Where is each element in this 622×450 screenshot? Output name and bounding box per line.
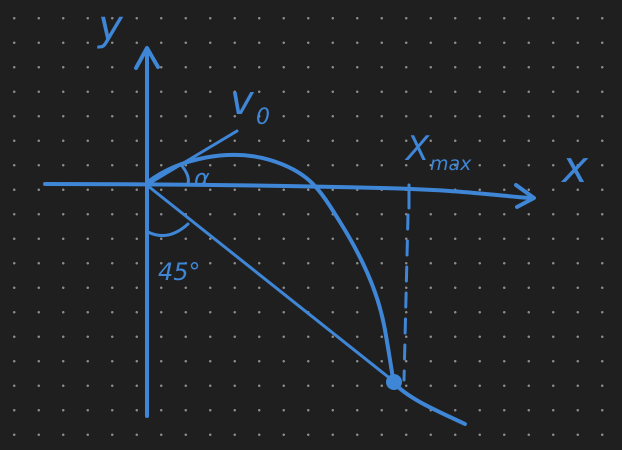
- x-max-label: X: [404, 129, 430, 169]
- slope-angle-arc: [146, 222, 190, 238]
- y-axis-label: y: [96, 1, 124, 50]
- slope-line: [146, 184, 394, 382]
- y-axis-arrowhead: [134, 46, 160, 70]
- velocity-line: [148, 129, 239, 185]
- landing-point: [386, 374, 402, 390]
- x-max-dashed-line: [402, 213, 410, 382]
- x-axis-arrowhead: [514, 183, 536, 209]
- launch-angle-label: α: [194, 164, 210, 192]
- x-axis-line: [43, 182, 532, 200]
- x-axis: [43, 182, 536, 209]
- x-axis-label: x: [560, 142, 589, 193]
- slope-angle-label: 45°: [158, 258, 201, 286]
- trajectory-curve: [146, 153, 467, 426]
- velocity-subscript: 0: [256, 105, 270, 130]
- velocity-label: v: [230, 78, 255, 124]
- x-max-subscript: max: [430, 153, 472, 175]
- launch-angle-arc: [180, 164, 190, 186]
- velocity-vector: [148, 129, 239, 185]
